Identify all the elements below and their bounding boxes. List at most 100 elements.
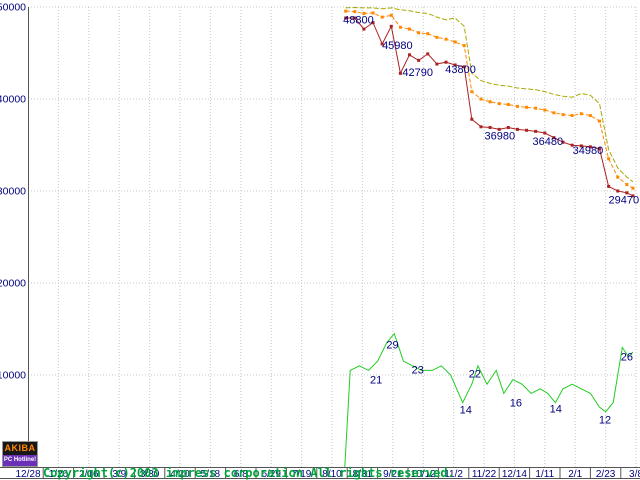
branding: AKIBA PC Hotline! Copyright(c)2003 impre… <box>2 441 455 480</box>
series-marker <box>371 21 375 25</box>
series-marker <box>515 104 519 108</box>
series-marker <box>479 97 483 101</box>
point-label: 36480 <box>533 136 564 148</box>
series-marker <box>543 108 547 112</box>
series-avg_price <box>344 9 635 190</box>
y-tick-label: 40000 <box>0 94 26 106</box>
y-axis-labels: 50000 40000 30000 20000 10000 <box>0 2 26 382</box>
series-marker <box>426 52 430 56</box>
series-max_price <box>345 6 634 183</box>
series-marker <box>453 63 457 67</box>
x-tick-label: 8/10 <box>322 469 342 480</box>
x-tick-label: 12/28 <box>15 469 40 480</box>
series-marker <box>570 143 574 147</box>
series-marker <box>616 175 620 179</box>
point-label: 14 <box>460 404 472 416</box>
series-min_price <box>344 16 635 198</box>
point-label: 29470 <box>609 195 640 207</box>
series-marker <box>408 53 412 57</box>
series-marker <box>380 15 384 19</box>
series-shop_count <box>344 332 634 468</box>
series-marker <box>552 136 556 140</box>
point-label: 12 <box>599 415 611 427</box>
series-marker <box>344 9 348 13</box>
grid-lines <box>28 6 637 467</box>
point-label: 22 <box>469 369 481 381</box>
point-label: 48800 <box>343 14 374 26</box>
series-line-shop_count <box>344 332 634 468</box>
point-label: 34980 <box>573 145 604 157</box>
x-tick-label: 9/21 <box>383 469 403 480</box>
point-label: 45980 <box>382 40 413 52</box>
series-marker <box>543 131 547 135</box>
series-marker <box>607 184 611 188</box>
series-marker <box>552 111 556 115</box>
series-marker <box>561 113 565 117</box>
x-tick-label: 4/20 <box>170 469 190 480</box>
x-tick-label: 6/8 <box>234 469 248 480</box>
series-marker <box>625 183 629 187</box>
series-marker <box>470 117 474 121</box>
point-label: 29 <box>386 340 398 352</box>
series-marker <box>380 42 384 46</box>
series-marker <box>488 126 492 130</box>
series-marker <box>371 11 375 15</box>
series-marker <box>488 100 492 104</box>
series-marker <box>497 127 501 131</box>
series-marker <box>344 16 348 20</box>
x-tick-label: 8/31 <box>353 469 373 480</box>
x-tick-label: 10/12 <box>411 469 436 480</box>
x-tick-label: 2/16 <box>79 469 99 480</box>
series-marker <box>525 128 529 132</box>
point-label: 43800 <box>445 64 476 76</box>
point-label: 14 <box>550 404 562 416</box>
x-tick-label: 2/1 <box>568 469 582 480</box>
series-marker <box>462 65 466 69</box>
series-marker <box>435 62 439 66</box>
series-marker <box>435 35 439 39</box>
y-tick-label: 50000 <box>0 2 26 14</box>
series-marker <box>525 105 529 109</box>
series-marker <box>462 44 466 48</box>
point-label: 42790 <box>402 67 433 79</box>
copyright-line: Copyright(c)2003 impress corporation All… <box>43 466 455 480</box>
series-marker <box>631 194 635 198</box>
series-marker <box>625 191 629 195</box>
series-marker <box>534 129 538 133</box>
point-label: 16 <box>510 398 522 410</box>
axes <box>0 7 640 479</box>
series-marker <box>631 186 635 190</box>
series-marker <box>353 16 357 20</box>
series-marker <box>598 119 602 123</box>
series-marker <box>570 114 574 118</box>
series-line-avg_price <box>345 10 634 189</box>
series-marker <box>607 157 611 161</box>
series-marker <box>417 31 421 35</box>
x-tick-label: 1/26 <box>49 469 69 480</box>
x-tick-label: 1/11 <box>535 469 554 480</box>
y-tick-label: 10000 <box>0 370 26 382</box>
series-marker <box>506 126 510 130</box>
series-marker <box>515 127 519 131</box>
series-marker <box>353 10 357 14</box>
series-marker <box>479 125 483 129</box>
series-marker <box>408 27 412 31</box>
series-line-max_price <box>345 6 634 183</box>
series-marker <box>398 25 402 29</box>
series-marker <box>426 32 430 36</box>
series-marker <box>534 106 538 110</box>
series-marker <box>588 114 592 118</box>
x-tick-label: 11/22 <box>472 469 497 480</box>
series-marker <box>470 90 474 94</box>
series-marker <box>588 145 592 149</box>
akiba-logo: AKIBA PC Hotline! <box>2 441 38 467</box>
series-marker <box>417 58 421 62</box>
akiba-logo-subtitle: PC Hotline! <box>3 455 37 466</box>
x-tick-label: 3/8 <box>629 469 640 480</box>
series-marker <box>579 144 583 148</box>
series-marker <box>444 37 448 41</box>
x-tick-label: 5/18 <box>201 469 221 480</box>
series-marker <box>362 27 366 31</box>
x-tick-label: 7/19 <box>292 469 312 480</box>
